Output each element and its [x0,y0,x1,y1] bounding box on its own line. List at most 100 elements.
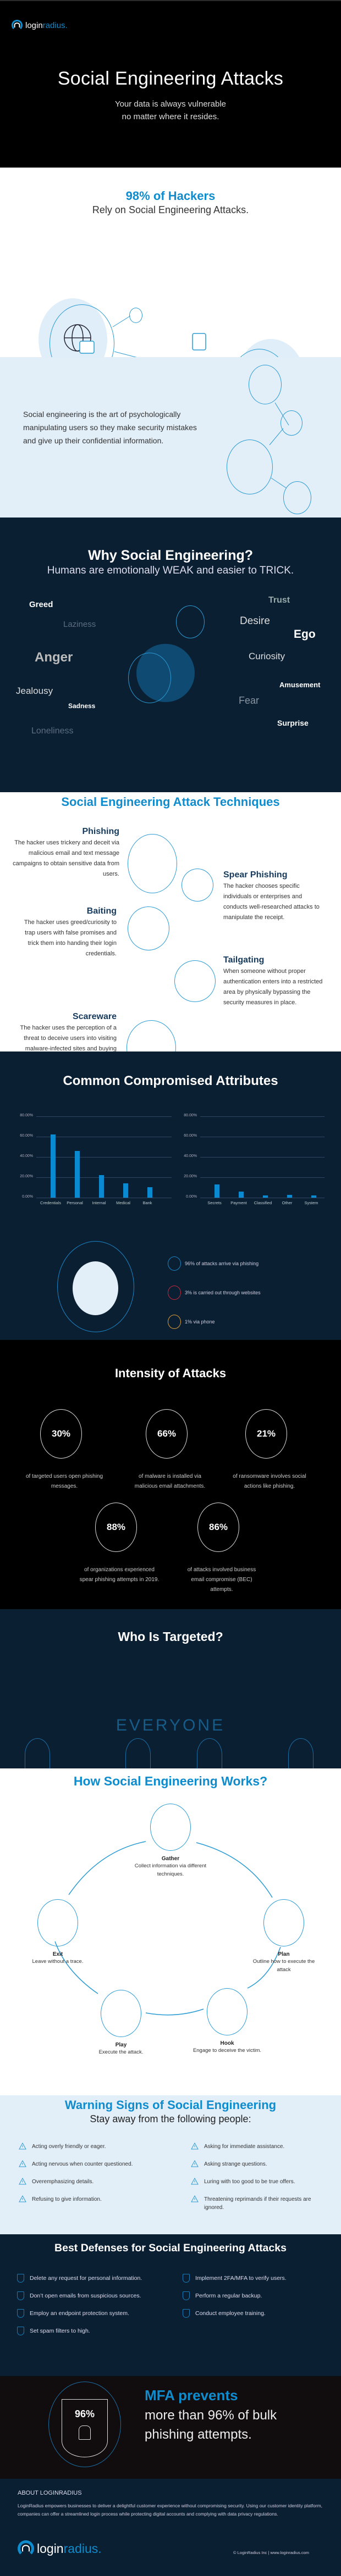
shield-lock-icon [17,2291,24,2300]
legend-phishing: 96% of attacks arrive via phishing [168,1256,258,1271]
emotion-word: Amusement [279,681,321,689]
node-circle [129,308,142,323]
compromised-section: Common Compromised Attributes 80.00% 60.… [0,1051,341,1340]
defense-item: Don’t open emails from suspicious source… [17,2291,177,2300]
legend-websites: 3% is carried out through websites [168,1286,261,1300]
mfa-ring [48,2382,121,2467]
shield-lock-icon [183,2309,190,2318]
hero-subtitle: Your data is always vulnerable no matter… [114,99,227,121]
footer-section: ABOUT LOGINRADIUS LoginRadius empowers b… [0,2479,341,2576]
loginradius-logo[interactable]: loginradius. [12,20,68,31]
targeted-section: Who Is Targeted? EVERYONE [0,1609,341,1768]
hacker-laptop-icon [227,439,273,494]
warning-icon [191,2143,199,2150]
techniques-title: Social Engineering Attack Techniques [61,795,280,809]
compromised-title: Common Compromised Attributes [63,1073,278,1088]
shield-check-icon [280,410,302,436]
bar-classified [263,1195,268,1198]
defense-item: Delete any request for personal informat… [17,2274,177,2283]
bar-medical [123,1183,128,1198]
footer-logo[interactable]: loginradius. [18,2540,102,2557]
shield-icon: 96% [62,2399,108,2457]
mfa-text: more than 96% of bulk phishing attempts. [145,2408,277,2442]
warning-item: Asking strange questions. [191,2160,328,2168]
bar-credentials [51,1134,56,1198]
warning-icon [19,2195,26,2202]
person-block-icon [207,1988,248,2035]
baiting-icon [128,906,169,950]
technique-phishing: Phishing The hacker uses trickery and de… [13,827,119,877]
hackers-section: 98% of Hackers Rely on Social Engineerin… [0,168,341,357]
logo-icon [12,20,23,31]
technique-tailgating: Tailgating When someone without proper a… [223,955,323,1006]
clipboard-icon [192,333,206,350]
bar-bank [147,1187,152,1198]
spear-phishing-icon [182,869,213,902]
emotion-word: Trust [268,596,290,605]
emotion-word: Curiosity [249,651,285,661]
warning-item: Acting overly friendly or eager. [19,2143,178,2151]
person-icon [288,1738,314,1768]
warning-icon [191,2195,199,2202]
defense-item: Employ an endpoint protection system. [17,2309,177,2318]
defense-list-left: Delete any request for personal informat… [17,2274,177,2344]
emotion-word: Surprise [277,719,309,727]
definition-section: Social engineering is the art of psychol… [0,357,341,518]
hero-section: loginradius. Social Engineering Attacks … [0,0,341,168]
emotion-word: Jealousy [16,686,53,696]
scareware-icon [127,1020,176,1051]
warning-list-right: Asking for immediate assistance. Asking … [191,2143,328,2221]
about-text: LoginRadius empowers businesses to deliv… [18,2503,323,2517]
person-icon [197,1738,222,1768]
step-play: Play Execute the attack. [82,1990,160,2056]
defense-list-right: Implement 2FA/MFA to verify users. Perfo… [183,2274,326,2327]
technique-baiting: Baiting The hacker uses greed/curiosity … [24,906,117,957]
warning-item: Asking for immediate assistance. [191,2143,328,2151]
step-plan: Plan Outline how to execute the attack [245,1899,322,1974]
documents-icon [150,1804,191,1851]
emotion-word: Anger [35,650,73,665]
emotion-word: Laziness [63,620,96,629]
about-title: ABOUT LOGINRADIUS [18,2490,82,2496]
copyright-link[interactable]: © LoginRadius Inc | www.loginradius.com [233,2550,309,2555]
bar-other [287,1195,292,1198]
bars [200,1112,324,1198]
defense-item: Perform a regular backup. [183,2291,326,2300]
intensity-section: Intensity of Attacks 30% of targeted use… [0,1340,341,1609]
why-section: Why Social Engineering? Humans are emoti… [0,518,341,792]
emotion-word: Ego [294,628,316,641]
warning-item: Luring with too good to be true offers. [191,2178,328,2186]
step-exit: Exit Leave without a trace. [19,1899,96,1966]
defense-item: Implement 2FA/MFA to verify users. [183,2274,326,2283]
warning-subtitle: Stay away from the following people: [90,2113,251,2124]
shield-lock-icon [17,2274,24,2283]
chart-left: 80.00% 60.00% 40.00% 20.00% 0.00% Creden… [18,1112,172,1205]
targeted-answer: EVERYONE [116,1716,226,1734]
technique-scareware: Scareware The hacker uses the perception… [20,1012,117,1051]
defenses-section: Best Defenses for Social Engineering Att… [0,2234,341,2376]
technique-spear-phishing: Spear Phishing The hacker chooses specif… [223,870,320,921]
warning-section: Warning Signs of Social Engineering Stay… [0,2095,341,2234]
mfa-section: 96% MFA prevents more than 96% of bulk p… [0,2376,341,2479]
warning-item: Acting nervous when counter questioned. [19,2160,178,2168]
warning-item: Threatening reprimands if their requests… [191,2195,328,2212]
defenses-title: Best Defenses for Social Engineering Att… [54,2242,287,2254]
legend-phone: 1% via phone [168,1315,215,1329]
shield-lock-icon [183,2274,190,2283]
stressed-person-icon [128,653,171,703]
cycle-arrows [54,1841,281,2016]
targeted-title: Who Is Targeted? [118,1629,223,1644]
shield-lock-icon [17,2309,24,2318]
angry-face-icon [176,605,205,638]
bar-system [311,1195,316,1198]
bar-internal [99,1175,104,1198]
defense-item: Set spam filters to high. [17,2327,177,2335]
why-title: Why Social Engineering? [87,548,254,563]
emotion-word: Desire [240,615,270,627]
emotion-word: Sadness [68,702,96,710]
stat-88: 88% of organizations experienced spear p… [78,1499,161,1585]
person-icon [25,1738,50,1768]
stat-86: 86% of attacks involved business email c… [180,1499,263,1595]
warning-item: Refusing to give information. [19,2195,178,2204]
intensity-title: Intensity of Attacks [114,1366,227,1380]
